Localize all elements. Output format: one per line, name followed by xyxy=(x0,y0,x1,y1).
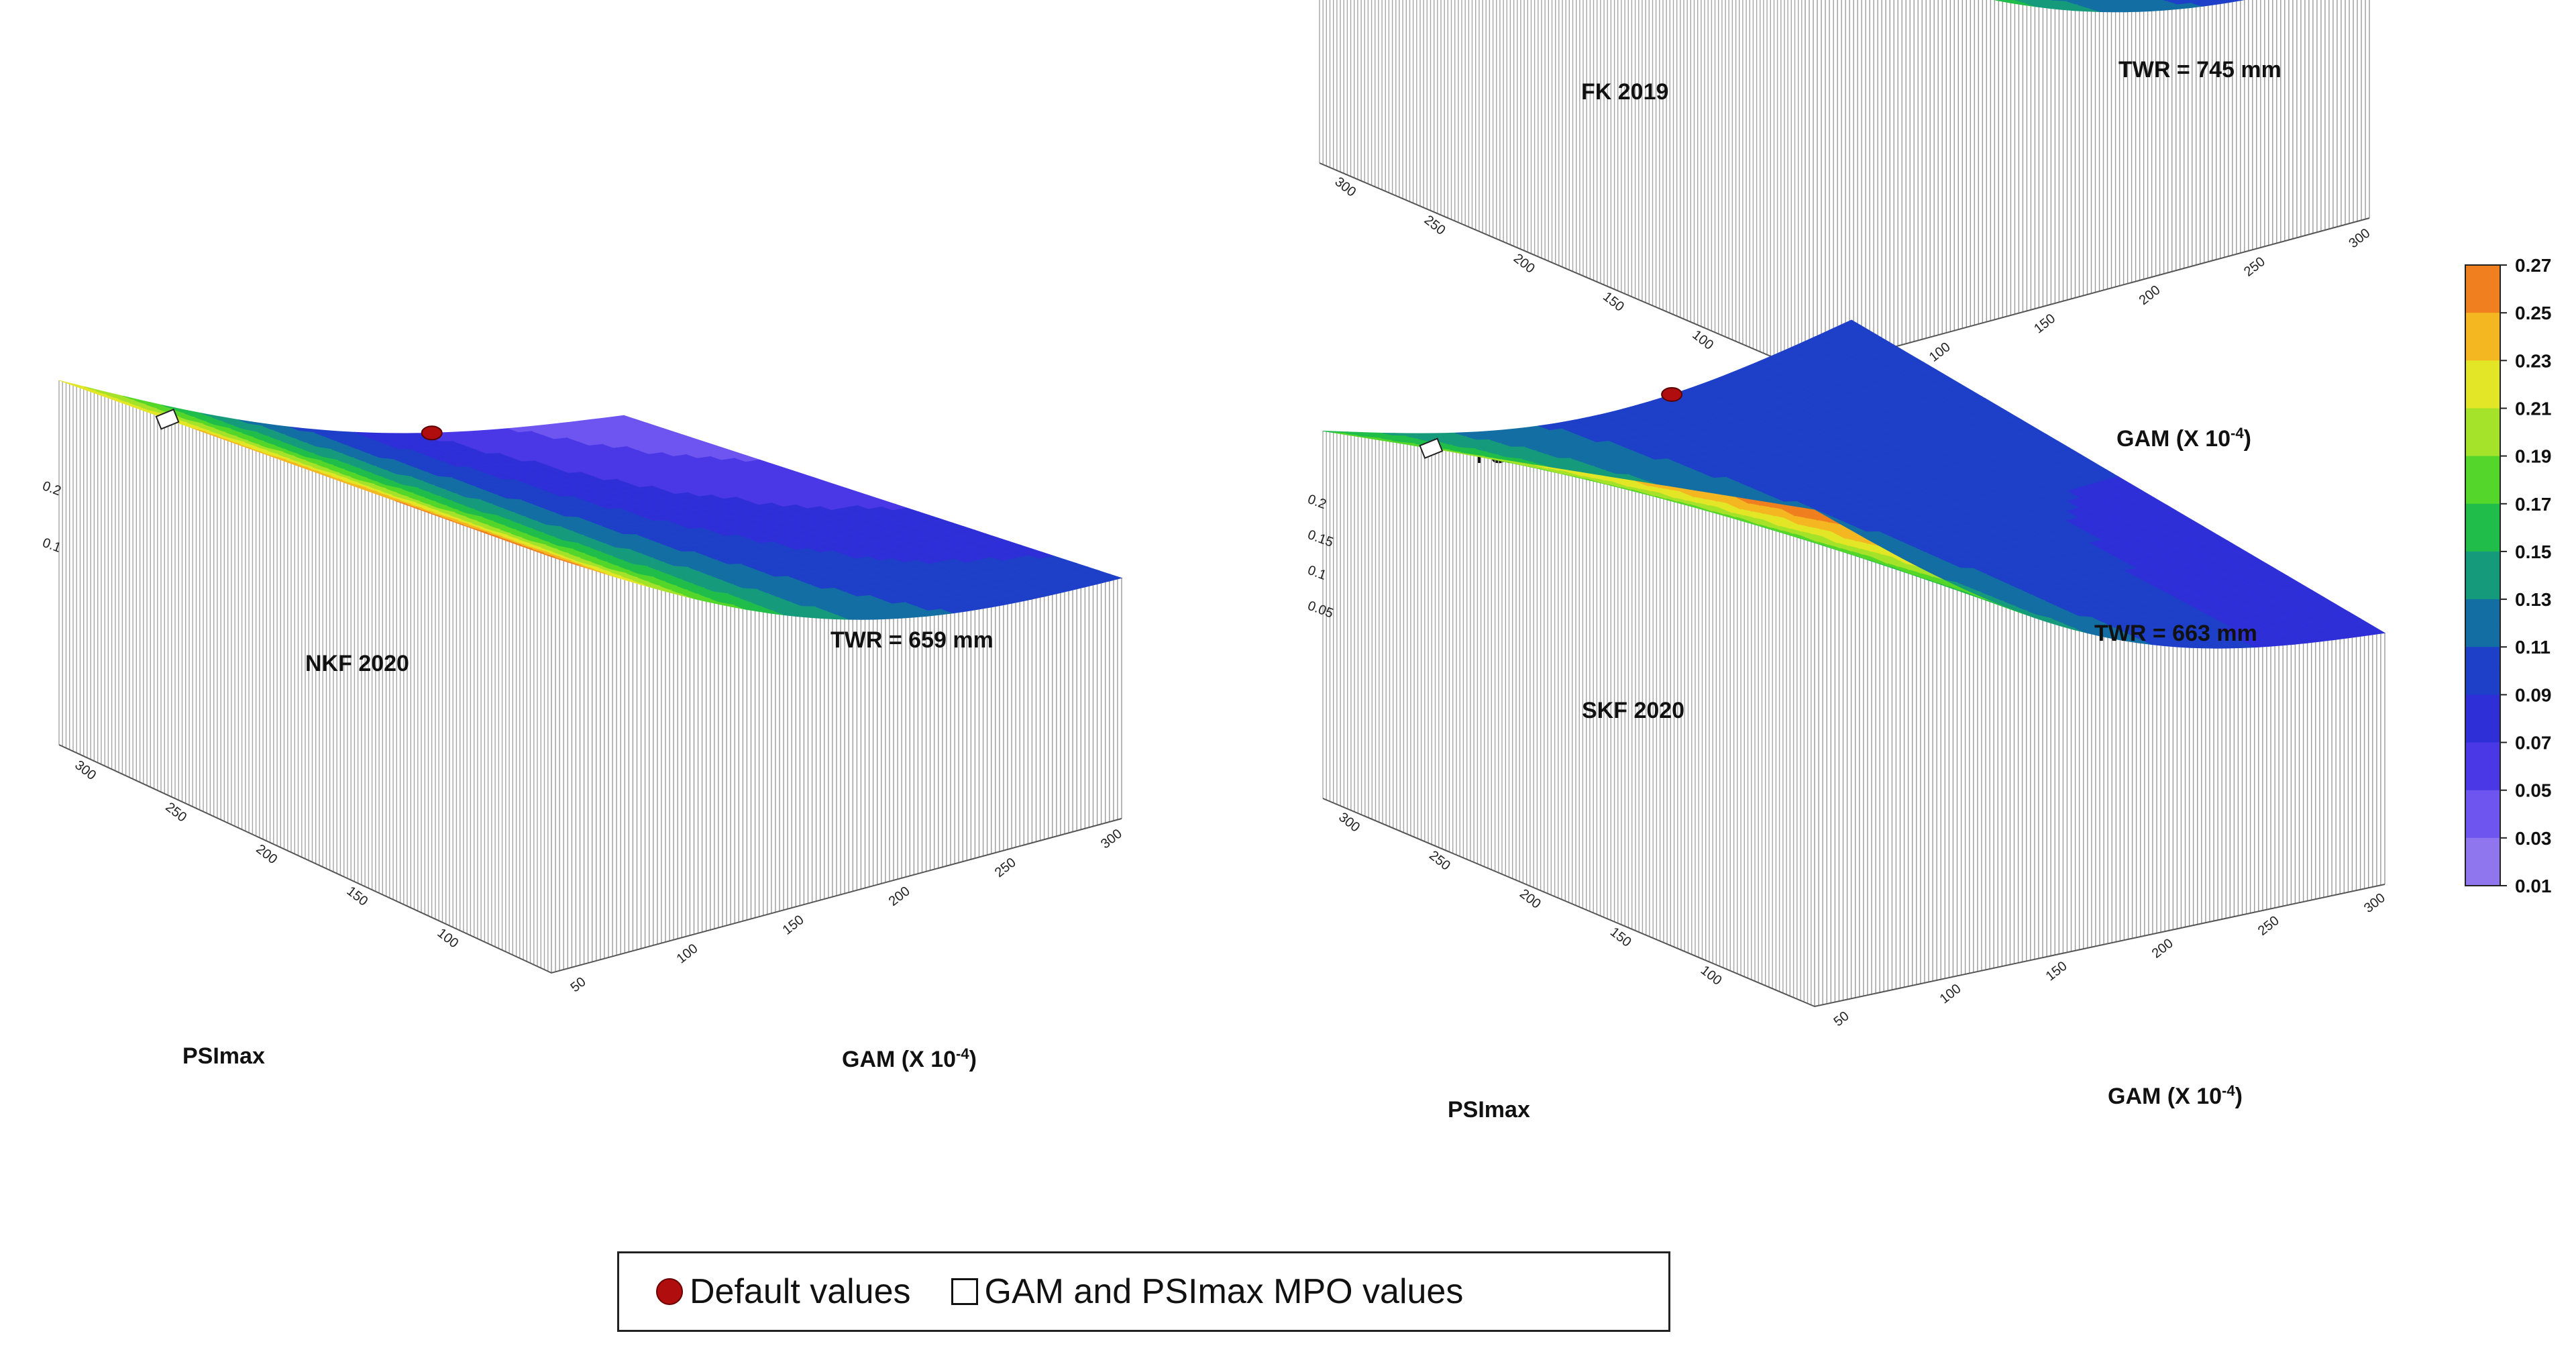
x-tick-label: 200 xyxy=(886,884,913,909)
gam-axis-label: GAM (X 10-4) xyxy=(2116,425,2251,452)
mpo-value-point xyxy=(155,408,180,430)
surface-side-wall xyxy=(58,380,1122,973)
x-tick-label: 250 xyxy=(992,855,1019,880)
z-tick-label: 0.1 xyxy=(40,535,63,556)
surface-panel-2: 501001502002503001001502002503000.10.2PS… xyxy=(40,380,1125,1072)
surface-cell xyxy=(1993,0,1998,1)
surface-cell xyxy=(2239,0,2245,1)
surface-mesh xyxy=(1993,0,2245,13)
surface-panel-3: 501001502002503001001502002503000.050.10… xyxy=(1305,319,2388,1123)
x-tick-label: 250 xyxy=(2241,254,2268,280)
floor-edge xyxy=(1322,798,2385,1008)
z-tick-label: 0.2 xyxy=(40,478,63,499)
panel-title: FK 2019 xyxy=(1581,79,1668,105)
x-tick-label: 150 xyxy=(780,913,807,938)
x-tick-label: 150 xyxy=(2031,311,2058,337)
twr-annotation: TWR = 745 mm xyxy=(2118,57,2282,83)
x-tick-label: 100 xyxy=(1927,340,1953,365)
panel-title: NKF 2020 xyxy=(305,651,409,676)
x-tick-label: 50 xyxy=(568,974,589,995)
surface-panel-1: 501001502002503001001502002503000.10.2PS… xyxy=(1319,0,2373,468)
twr-annotation: TWR = 659 mm xyxy=(830,627,994,653)
psimax-axis-label: PSImax xyxy=(182,1043,265,1069)
surface-mesh xyxy=(1322,319,2386,649)
default-value-point xyxy=(421,425,443,441)
surface-cell xyxy=(2218,0,2242,3)
gam-axis-label: GAM (X 10-4) xyxy=(842,1045,977,1072)
surface-cell xyxy=(1994,0,2010,3)
surface-side-wall xyxy=(1319,0,2370,371)
surface-cell xyxy=(1096,574,1123,582)
surface-mesh xyxy=(58,380,1123,620)
x-tick-label: 100 xyxy=(674,941,701,967)
floor-edge xyxy=(58,744,1122,974)
x-tick-label: 200 xyxy=(2137,282,2163,308)
surface-side-wall xyxy=(1322,431,2385,1006)
x-tick-label: 300 xyxy=(1098,827,1125,852)
x-tick-label: 300 xyxy=(2346,225,2373,251)
